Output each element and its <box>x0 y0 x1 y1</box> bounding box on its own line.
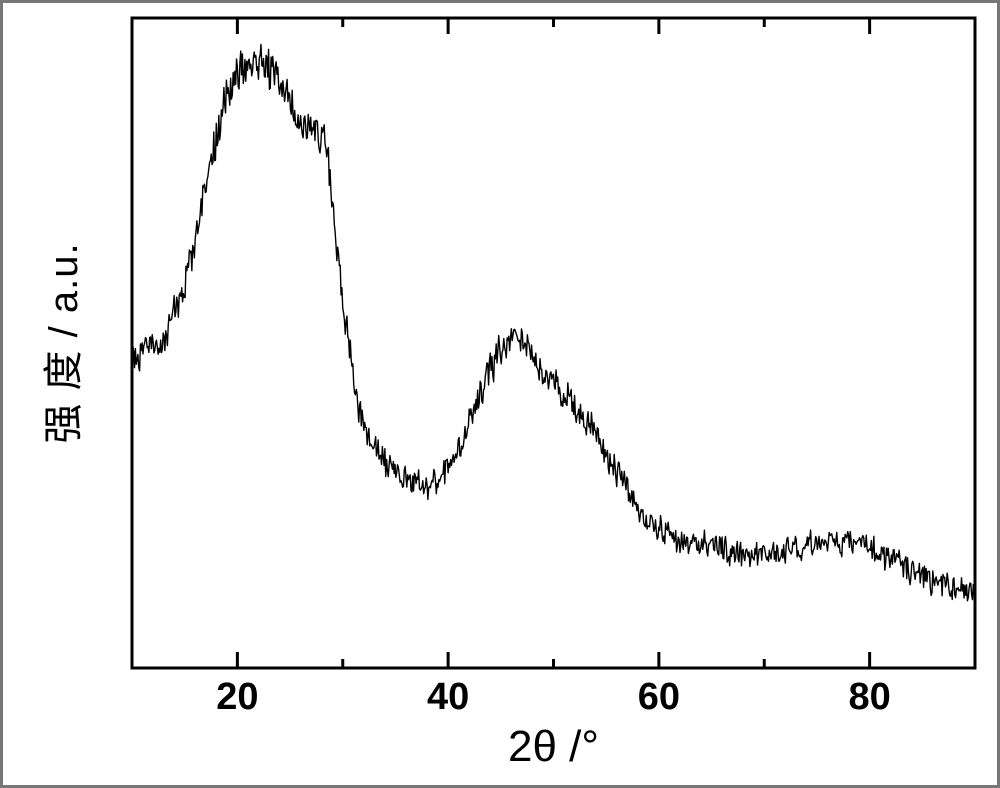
x-tick-label: 20 <box>187 676 287 719</box>
xrd-figure: 20 40 60 80 2θ /° 强 度 / a.u. <box>0 0 1000 788</box>
x-tick-label: 40 <box>398 676 498 719</box>
y-axis-label-text: 强 度 / a.u. <box>31 242 89 443</box>
x-axis-label-text: 2θ /° <box>508 722 599 772</box>
x-tick-label: 80 <box>820 676 920 719</box>
xrd-trace <box>132 45 975 601</box>
x-axis-label: 2θ /° <box>132 722 975 772</box>
x-tick-label: 60 <box>609 676 709 719</box>
y-axis-label: 强 度 / a.u. <box>35 143 85 543</box>
plot-area <box>0 0 1000 788</box>
